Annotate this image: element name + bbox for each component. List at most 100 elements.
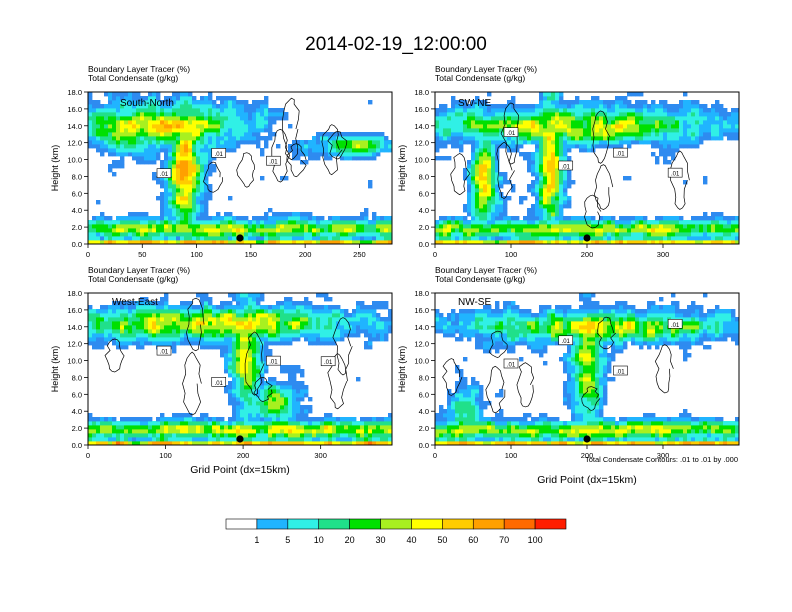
field-cell xyxy=(236,345,241,350)
field-cell xyxy=(328,325,333,330)
field-cell xyxy=(100,429,105,434)
field-cell xyxy=(104,148,109,153)
field-cell xyxy=(128,220,133,225)
field-cell xyxy=(308,425,313,430)
field-cell xyxy=(184,176,189,181)
field-cell xyxy=(555,228,560,233)
field-cell xyxy=(439,120,444,125)
field-cell xyxy=(156,104,161,109)
field-cell xyxy=(216,212,221,217)
field-cell xyxy=(735,240,740,245)
field-cell xyxy=(352,325,357,330)
field-cell xyxy=(200,204,205,209)
field-cell xyxy=(288,397,293,402)
field-cell xyxy=(204,116,209,121)
field-cell xyxy=(539,128,544,133)
field-cell xyxy=(635,108,640,113)
field-cell xyxy=(236,401,241,406)
field-cell xyxy=(176,128,181,133)
field-cell xyxy=(268,409,273,414)
field-cell xyxy=(487,124,492,129)
field-cell xyxy=(224,236,229,241)
field-cell xyxy=(272,441,277,446)
field-cell xyxy=(332,140,337,145)
field-cell xyxy=(212,429,217,434)
field-cell xyxy=(559,232,564,237)
field-cell xyxy=(216,96,221,101)
field-cell xyxy=(619,228,624,233)
field-cell xyxy=(495,212,500,217)
field-cell xyxy=(268,228,273,233)
contour-line xyxy=(282,97,300,161)
field-cell xyxy=(148,136,153,141)
field-cell xyxy=(523,128,528,133)
field-cell xyxy=(228,421,233,426)
field-cell xyxy=(543,212,548,217)
field-cell xyxy=(312,144,317,149)
field-cell xyxy=(551,212,556,217)
field-cell xyxy=(108,216,113,221)
field-cell xyxy=(112,441,117,446)
field-cell xyxy=(603,108,608,113)
field-cell xyxy=(112,421,117,426)
field-cell xyxy=(260,409,265,414)
field-cell xyxy=(108,313,113,318)
field-cell xyxy=(236,357,241,362)
field-cell xyxy=(116,345,121,350)
field-cell xyxy=(587,228,592,233)
field-cell xyxy=(691,116,696,121)
field-cell xyxy=(180,172,185,177)
field-cell xyxy=(100,132,105,137)
field-cell xyxy=(284,329,289,334)
field-cell xyxy=(136,136,141,141)
field-cell xyxy=(312,216,317,221)
field-cell xyxy=(240,317,245,322)
field-cell xyxy=(611,120,616,125)
field-cell xyxy=(687,140,692,145)
field-cell xyxy=(120,96,125,101)
field-cell xyxy=(483,220,488,225)
field-cell xyxy=(244,385,249,390)
field-cell xyxy=(168,208,173,213)
field-cell xyxy=(140,429,145,434)
field-cell xyxy=(647,224,652,229)
field-cell xyxy=(623,240,628,245)
field-cell xyxy=(172,176,177,181)
field-cell xyxy=(244,333,249,338)
field-cell xyxy=(132,333,137,338)
field-cell xyxy=(647,112,652,117)
field-cell xyxy=(475,140,480,145)
field-cell xyxy=(100,437,105,442)
field-cell xyxy=(320,425,325,430)
field-cell xyxy=(116,321,121,326)
field-cell xyxy=(128,417,133,422)
field-cell xyxy=(112,132,117,137)
field-cell xyxy=(176,204,181,209)
field-cell xyxy=(220,349,225,354)
field-cell xyxy=(727,136,732,141)
field-cell xyxy=(192,212,197,217)
field-cell xyxy=(523,124,528,129)
field-cell xyxy=(276,341,281,346)
field-cell xyxy=(300,240,305,245)
field-cell xyxy=(356,421,361,426)
field-cell xyxy=(240,112,245,117)
field-cell xyxy=(216,313,221,318)
field-cell xyxy=(200,192,205,197)
field-cell xyxy=(232,345,237,350)
field-cell xyxy=(148,437,153,442)
field-cell xyxy=(679,232,684,237)
field-cell xyxy=(256,381,261,386)
field-cell xyxy=(140,216,145,221)
field-cell xyxy=(296,433,301,438)
field-cell xyxy=(479,220,484,225)
field-cell xyxy=(200,240,205,245)
field-cell xyxy=(272,333,277,338)
field-cell xyxy=(643,232,648,237)
field-cell xyxy=(551,92,556,97)
field-cell xyxy=(471,164,476,169)
field-cell xyxy=(296,393,301,398)
field-cell xyxy=(160,309,165,314)
field-cell xyxy=(336,228,341,233)
field-cell xyxy=(571,216,576,221)
